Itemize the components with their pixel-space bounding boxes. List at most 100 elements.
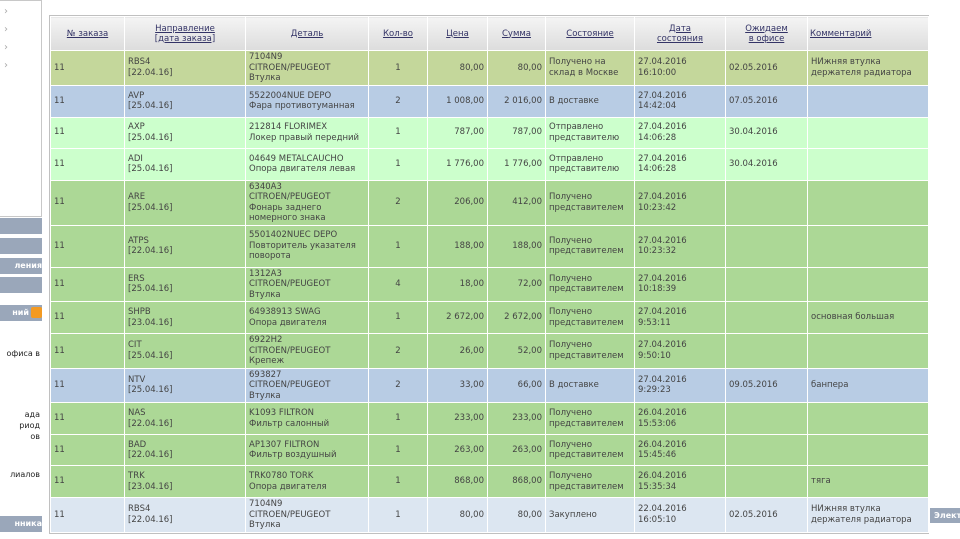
column-header[interactable]: Кол-во xyxy=(368,16,428,51)
order-row[interactable]: 11 AXP [25.04.16] 212814 FLORIMEX Локер пр… xyxy=(50,116,929,149)
cell: 26.04.2016 15:35:34 xyxy=(634,465,726,498)
cell: K1093 FILTRON Фильтр салонный xyxy=(245,402,369,435)
cell xyxy=(725,179,808,226)
column-header[interactable]: Сумма xyxy=(487,16,546,51)
sidebar-item[interactable]: офиса в xyxy=(6,349,41,358)
order-row[interactable]: 11 SHPB [23.04.16] 64938913 SWAG Опора дви… xyxy=(50,301,929,334)
column-header[interactable]: Состояние xyxy=(545,16,635,51)
cell: 11 xyxy=(50,147,125,181)
column-header[interactable]: Дата состояния xyxy=(634,16,726,51)
cell: 5501402NUEC DEPO Повторитель указателя п… xyxy=(245,224,369,268)
cell: ATPS [22.04.16] xyxy=(124,224,246,268)
order-row[interactable]: 11 NAS [22.04.16] K1093 FILTRON Фильтр сал… xyxy=(50,402,929,435)
cell: CIT [25.04.16] xyxy=(124,333,246,369)
cell: 1 xyxy=(368,301,428,334)
cell: 27.04.2016 10:23:42 xyxy=(634,179,726,226)
cell: 72,00 xyxy=(487,266,546,302)
order-row[interactable]: 11 ERS [25.04.16] 1312A3 CITROEN/PEUGEOT В… xyxy=(50,266,929,302)
cell: 80,00 xyxy=(427,50,488,86)
cell: 27.04.2016 10:23:32 xyxy=(634,224,726,268)
cell: 6922H2 CITROEN/PEUGEOT Крепеж xyxy=(245,333,369,369)
column-header[interactable]: № заказа xyxy=(50,16,125,51)
cell: НИжняя втулка держателя радиатора xyxy=(807,50,929,86)
order-row[interactable]: 11 CIT [25.04.16] 6922H2 CITROEN/PEUGEOT К… xyxy=(50,333,929,369)
column-header[interactable]: Цена xyxy=(427,16,488,51)
sidebar-box: › › › › xyxy=(0,0,42,217)
sidebar-item[interactable]: лиалов xyxy=(10,470,40,479)
cell xyxy=(725,465,808,498)
order-row[interactable]: 11 ARE [25.04.16] 6340A3 CITROEN/PEUGEOT Ф… xyxy=(50,179,929,226)
sidebar-tab[interactable] xyxy=(0,277,42,293)
order-row[interactable]: 11 TRK [23.04.16] TRK0780 TORK Опора двига… xyxy=(50,465,929,498)
cell: 27.04.2016 10:18:39 xyxy=(634,266,726,302)
cell: 787,00 xyxy=(487,116,546,149)
cell: Получено на склад в Москве xyxy=(545,50,635,86)
orders-table-wrap: № заказа Направление [дата заказа] Деталь К… xyxy=(49,15,929,534)
cell: 263,00 xyxy=(427,434,488,466)
cell xyxy=(725,402,808,435)
cell: RBS4 [22.04.16] xyxy=(124,497,246,533)
rss-icon[interactable] xyxy=(31,307,42,318)
order-row[interactable]: 11 AVP [25.04.16] 5522004NUE DEPO Фара про… xyxy=(50,84,929,118)
order-row[interactable]: 11 NTV [25.04.16] 693827 CITROEN/PEUGEOT В… xyxy=(50,367,929,403)
order-row[interactable]: 11 RBS4 [22.04.16] 7104N9 CITROEN/PEUGEOT … xyxy=(50,50,929,86)
sidebar-tab[interactable] xyxy=(0,218,42,234)
cell: Закуплено xyxy=(545,497,635,533)
column-header[interactable]: Деталь xyxy=(245,16,369,51)
sidebar-tab[interactable]: нника xyxy=(0,516,42,532)
cell: банпера xyxy=(807,367,929,403)
cell: 27.04.2016 9:50:10 xyxy=(634,333,726,369)
cell: 11 xyxy=(50,179,125,226)
cell: Получено представителем xyxy=(545,465,635,498)
cell: Отправлено представителю xyxy=(545,116,635,149)
header-row: № заказа Направление [дата заказа] Деталь К… xyxy=(50,16,929,51)
order-row[interactable]: 11 RBS4 [22.04.16] 7104N9 CITROEN/PEUGEOT … xyxy=(50,497,929,533)
sidebar-tab[interactable] xyxy=(0,238,42,254)
cell: 11 xyxy=(50,367,125,403)
cell xyxy=(807,224,929,268)
sidebar-item[interactable]: ада риод ов xyxy=(19,410,40,441)
cell xyxy=(807,147,929,181)
cell: 27.04.2016 9:29:23 xyxy=(634,367,726,403)
cell: ARE [25.04.16] xyxy=(124,179,246,226)
cell: 2 xyxy=(368,179,428,226)
cell xyxy=(807,179,929,226)
cell: 212814 FLORIMEX Локер правый передний xyxy=(245,116,369,149)
cell: 1 xyxy=(368,224,428,268)
cell: 1 xyxy=(368,50,428,86)
cell: 868,00 xyxy=(487,465,546,498)
cell: 02.05.2016 xyxy=(725,497,808,533)
column-header[interactable]: Ожидаем в офисе xyxy=(725,16,808,51)
cell: 1 xyxy=(368,497,428,533)
cell: 1 xyxy=(368,434,428,466)
cell: Отправлено представителю xyxy=(545,147,635,181)
cell: 80,00 xyxy=(487,497,546,533)
cell: 1 xyxy=(368,116,428,149)
cell: 233,00 xyxy=(487,402,546,435)
cell: 11 xyxy=(50,434,125,466)
cell: 04649 METALCAUCHO Опора двигателя левая xyxy=(245,147,369,181)
sidebar: › › › › ления ний офиса в ада риод ов лиало… xyxy=(0,0,42,539)
sidebar-tab[interactable]: ний xyxy=(0,305,42,321)
cell: 09.05.2016 xyxy=(725,367,808,403)
cell: 1 xyxy=(368,402,428,435)
cell xyxy=(807,434,929,466)
order-row[interactable]: 11 ADI [25.04.16] 04649 METALCAUCHO Опора … xyxy=(50,147,929,181)
cell xyxy=(807,116,929,149)
cell xyxy=(807,333,929,369)
cell: 52,00 xyxy=(487,333,546,369)
cell: 1 xyxy=(368,147,428,181)
column-header[interactable]: Направление [дата заказа] xyxy=(124,16,246,51)
cell: AVP [25.04.16] xyxy=(124,84,246,118)
column-header[interactable]: Комментарий xyxy=(807,16,929,51)
cell: 11 xyxy=(50,116,125,149)
footer-tab[interactable]: Элект xyxy=(930,508,960,523)
sidebar-tab[interactable]: ления xyxy=(0,258,42,274)
cell: RBS4 [22.04.16] xyxy=(124,50,246,86)
cell: 26,00 xyxy=(427,333,488,369)
order-row[interactable]: 11 BAD [22.04.16] AP1307 FILTRON Фильтр во… xyxy=(50,434,929,466)
cell xyxy=(807,84,929,118)
order-row[interactable]: 11 ATPS [22.04.16] 5501402NUEC DEPO Повтор… xyxy=(50,224,929,268)
cell: 18,00 xyxy=(427,266,488,302)
cell: 11 xyxy=(50,497,125,533)
